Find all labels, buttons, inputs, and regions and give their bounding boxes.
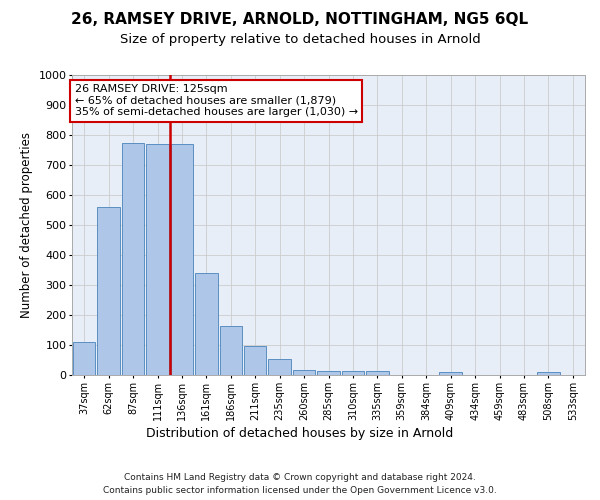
Bar — [341, 371, 364, 375]
Bar — [122, 142, 145, 375]
Bar — [537, 372, 560, 375]
Text: 26, RAMSEY DRIVE, ARNOLD, NOTTINGHAM, NG5 6QL: 26, RAMSEY DRIVE, ARNOLD, NOTTINGHAM, NG… — [71, 12, 529, 28]
Text: Distribution of detached houses by size in Arnold: Distribution of detached houses by size … — [146, 428, 454, 440]
Text: 26 RAMSEY DRIVE: 125sqm
← 65% of detached houses are smaller (1,879)
35% of semi: 26 RAMSEY DRIVE: 125sqm ← 65% of detache… — [74, 84, 358, 117]
Bar — [170, 144, 193, 375]
Bar — [317, 371, 340, 375]
Text: Contains HM Land Registry data © Crown copyright and database right 2024.: Contains HM Land Registry data © Crown c… — [124, 472, 476, 482]
Bar — [97, 207, 120, 375]
Bar — [439, 372, 462, 375]
Bar — [244, 346, 266, 375]
Bar — [293, 370, 316, 375]
Bar — [73, 342, 95, 375]
Bar — [366, 371, 389, 375]
Text: Size of property relative to detached houses in Arnold: Size of property relative to detached ho… — [119, 32, 481, 46]
Bar — [195, 273, 218, 375]
Y-axis label: Number of detached properties: Number of detached properties — [20, 132, 33, 318]
Bar — [146, 144, 169, 375]
Bar — [220, 326, 242, 375]
Bar — [268, 360, 291, 375]
Text: Contains public sector information licensed under the Open Government Licence v3: Contains public sector information licen… — [103, 486, 497, 495]
